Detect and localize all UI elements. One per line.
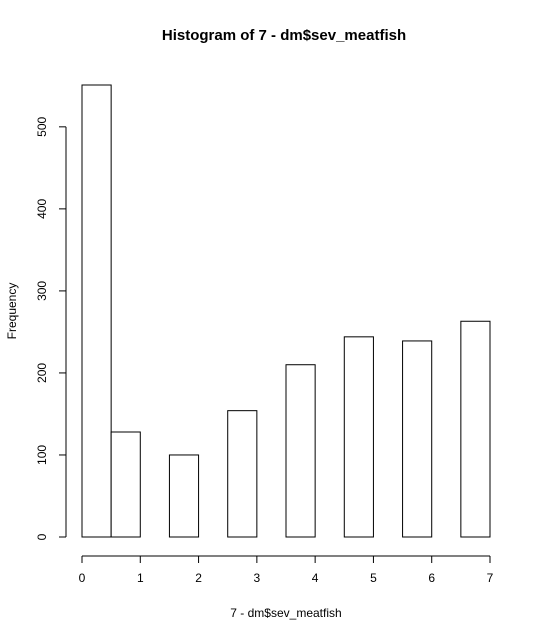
histogram-bar-9 (343, 336, 374, 538)
y-tick-label-100: 100 (35, 445, 49, 465)
y-tick-label-500: 500 (35, 117, 49, 137)
chart-title: Histogram of 7 - dm$sev_meatfish (162, 27, 406, 44)
x-tick-label-3: 3 (254, 571, 261, 585)
y-tick-label-0: 0 (35, 533, 49, 540)
histogram-bar-0 (81, 84, 112, 538)
x-tick-label-1: 1 (137, 571, 144, 585)
y-tick-label-200: 200 (35, 363, 49, 383)
y-tick-label-300: 300 (35, 281, 49, 301)
x-tick-label-0: 0 (79, 571, 86, 585)
y-axis: 0 100 200 300 400 500 (35, 117, 67, 540)
histogram-bar-13 (460, 320, 491, 538)
bars-group (81, 84, 491, 538)
histogram-bar-1 (110, 431, 141, 538)
x-tick-label-7: 7 (487, 571, 494, 585)
histogram-bar-7 (285, 364, 316, 538)
x-tick-label-4: 4 (312, 571, 319, 585)
x-axis: 0 1 2 3 4 5 6 7 (79, 555, 494, 585)
x-axis-title: 7 - dm$sev_meatfish (230, 606, 341, 620)
x-tick-label-2: 2 (195, 571, 202, 585)
histogram-bar-11 (402, 340, 433, 538)
y-axis-title: Frequency (5, 283, 19, 340)
y-tick-label-400: 400 (35, 199, 49, 219)
histogram-bar-5 (227, 410, 258, 538)
x-tick-label-6: 6 (428, 571, 435, 585)
histogram-bar-3 (168, 454, 200, 538)
x-tick-label-5: 5 (370, 571, 377, 585)
